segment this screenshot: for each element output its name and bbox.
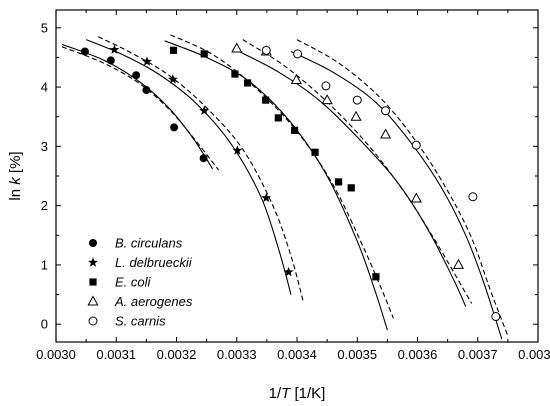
legend-marker-s-carnis <box>88 316 98 326</box>
a-aerogenes-fit-dashed <box>242 39 473 304</box>
legend-label-s-carnis: S. carnis <box>115 314 166 329</box>
x-tick-label: 0.0036 <box>398 347 438 362</box>
s-carnis-point <box>491 312 501 322</box>
plot-frame <box>55 9 539 343</box>
legend-label-b-circulans: B. circulans <box>115 236 183 251</box>
b-circulans-fit-solid <box>61 43 214 170</box>
s-carnis-point <box>293 49 303 59</box>
legend-label-l-delbrueckii: L. delbrueckii <box>115 255 193 270</box>
x-axis-label: 1/T [1/K] <box>269 385 326 402</box>
x-axis-label-variable: T <box>281 385 292 402</box>
b-circulans-point <box>80 47 89 56</box>
l-delbrueckii-point <box>283 266 294 277</box>
l-delbrueckii-fit-solid <box>85 39 292 295</box>
a-aerogenes-point <box>231 42 243 53</box>
a-aerogenes-point <box>321 94 333 105</box>
y-axis-label: ln k [%] <box>7 151 24 200</box>
b-circulans-point <box>170 123 179 132</box>
legend-label-e-coli: E. coli <box>115 275 152 290</box>
l-delbrueckii-point <box>232 145 243 155</box>
y-axis-label-part: ln <box>7 185 24 201</box>
y-tick-label: 0 <box>41 317 48 332</box>
x-tick-label: 0.0030 <box>36 347 76 362</box>
b-circulans-point <box>132 71 141 80</box>
x-tick-label: 0.0034 <box>277 347 317 362</box>
s-carnis-point <box>468 192 478 202</box>
legend-marker-e-coli <box>89 278 97 286</box>
s-carnis-point <box>261 45 271 55</box>
s-carnis-point <box>321 81 331 91</box>
x-tick-label: 0.0037 <box>458 347 498 362</box>
b-circulans-point <box>106 56 115 65</box>
e-coli-point <box>200 50 208 58</box>
y-tick-label: 4 <box>41 80 48 95</box>
e-coli-point <box>290 126 299 134</box>
legend-marker-b-circulans <box>89 239 97 247</box>
y-tick-label: 5 <box>41 20 48 35</box>
s-carnis-fit-solid <box>290 51 503 340</box>
s-carnis-point <box>381 106 391 116</box>
b-circulans-fit-dashed <box>61 46 220 171</box>
legend-marker-l-delbrueckii <box>88 257 98 267</box>
y-tick-label: 1 <box>41 257 48 272</box>
x-axis-label-part: 1/ <box>269 385 282 402</box>
s-carnis-fit-dashed <box>296 39 509 337</box>
x-tick-label: 0.0038 <box>518 347 550 362</box>
a-aerogenes-point <box>410 192 422 203</box>
e-coli-point <box>311 148 319 156</box>
e-coli-point <box>372 273 380 281</box>
e-coli-point <box>243 79 252 87</box>
y-axis-ticks: 0 1 2 3 4 5 <box>41 20 538 332</box>
b-circulans-point <box>142 86 151 95</box>
y-tick-label: 2 <box>41 198 48 213</box>
s-carnis-point <box>411 140 421 150</box>
e-coli-point <box>274 114 282 122</box>
x-tick-label: 0.0033 <box>217 347 257 362</box>
a-aerogenes-point <box>379 128 392 139</box>
x-axis-label-unit: [1/K] <box>290 385 325 402</box>
y-axis-label-unit: [%] <box>7 151 24 177</box>
e-coli-point <box>169 46 178 54</box>
a-aerogenes-fit-solid <box>236 49 467 307</box>
e-coli-point <box>262 96 270 104</box>
l-delbrueckii-point <box>109 44 120 54</box>
x-tick-label: 0.0035 <box>337 347 377 362</box>
e-coli-point <box>334 178 343 186</box>
l-delbrueckii-point <box>167 74 178 84</box>
a-aerogenes-point <box>350 110 362 121</box>
y-tick-label: 3 <box>41 139 48 154</box>
l-delbrueckii-fit-dashed <box>97 36 304 301</box>
e-coli-point <box>231 70 239 78</box>
b-circulans-point <box>199 154 208 163</box>
legend: B. circulans L. delbrueckii E. coli A. aero… <box>87 236 193 329</box>
legend-marker-a-aerogenes <box>87 295 99 306</box>
data-markers <box>80 42 501 322</box>
x-axis-ticks: 0.0030 0.0031 0.0032 0.0033 0.0034 0.0035 0.00… <box>36 10 550 362</box>
x-tick-label: 0.0032 <box>157 347 197 362</box>
y-axis-label-variable: k <box>7 176 24 185</box>
l-delbrueckii-point <box>261 192 272 203</box>
a-aerogenes-point <box>290 73 302 84</box>
x-tick-label: 0.0031 <box>96 347 136 362</box>
e-coli-point <box>347 184 355 192</box>
l-delbrueckii-point <box>199 105 210 115</box>
legend-label-a-aerogenes: A. aerogenes <box>114 294 193 309</box>
a-aerogenes-point <box>452 258 465 269</box>
e-coli-fit-dashed <box>170 34 394 319</box>
l-delbrueckii-point <box>142 56 152 66</box>
s-carnis-point <box>352 95 362 105</box>
